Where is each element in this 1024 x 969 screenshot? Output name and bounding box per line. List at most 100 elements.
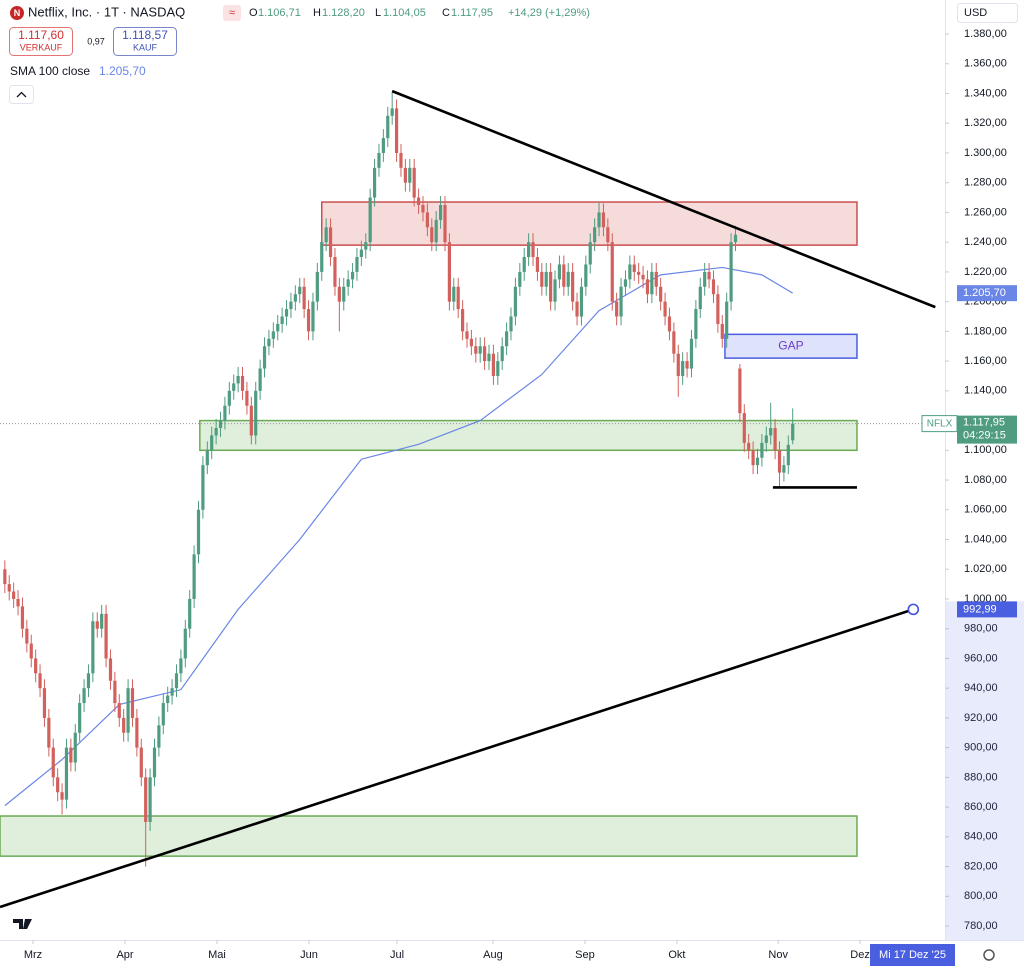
candle-body [16, 598, 20, 607]
candle-body [663, 301, 667, 317]
buy-price: 1.118,57 [122, 28, 168, 42]
candle-body [333, 257, 337, 287]
candle-body [531, 242, 535, 258]
date-label: Mi 17 Dez '25 [879, 949, 946, 961]
ohlc-value: 1.128,20 [322, 7, 365, 19]
candle-body [205, 450, 209, 466]
sma-line [4, 266, 794, 807]
candle-body [364, 242, 368, 250]
trend-line [391, 89, 936, 309]
candle-body [777, 450, 782, 473]
candle-body [113, 680, 117, 704]
y-tick-label: 840,00 [964, 831, 998, 843]
candle-body [108, 658, 113, 681]
ohlc-key: H [313, 7, 321, 19]
candle-body [91, 621, 95, 674]
candle-body [284, 309, 289, 317]
buy-button[interactable] [113, 27, 177, 56]
currency: USD [964, 7, 987, 19]
candle-body [641, 274, 645, 280]
candle-body [469, 338, 473, 347]
candle-body [34, 658, 38, 674]
candle-body [619, 286, 623, 317]
candle-body [377, 152, 381, 168]
candle-body [117, 703, 121, 718]
candle-body [465, 331, 469, 339]
candle-body [100, 613, 104, 629]
settings-icon[interactable] [983, 949, 995, 961]
candle-body [716, 294, 720, 324]
collapse-button[interactable] [9, 85, 34, 104]
candle-body [25, 628, 29, 644]
candle-body [571, 271, 575, 302]
collapse-icon [16, 91, 27, 98]
indicator-value: 1.205,70 [99, 64, 146, 78]
candle-body [672, 331, 676, 354]
currency-button[interactable] [957, 3, 1018, 23]
candle-body [487, 353, 491, 362]
candle-body [632, 264, 636, 272]
x-tick-label: Okt [668, 949, 685, 961]
zone [0, 815, 858, 857]
candle-body [452, 286, 456, 302]
axis-label: 992,99 [963, 603, 997, 615]
market-status-icon[interactable] [223, 5, 241, 21]
chart-title[interactable]: Netflix, Inc. · 1T · NASDAQ [28, 4, 185, 19]
candle-body [78, 703, 82, 733]
candle-body [104, 613, 108, 659]
y-tick-label: 1.060,00 [964, 504, 1007, 516]
candle-body [738, 368, 742, 414]
candle-body [201, 465, 205, 510]
candle-body [509, 316, 513, 332]
sell-button[interactable] [9, 27, 73, 56]
candle-body [262, 346, 267, 369]
candle-body [650, 271, 654, 295]
y-tick-label: 1.040,00 [964, 533, 1007, 545]
candle-body [135, 717, 139, 748]
candle-body [742, 413, 746, 443]
y-tick-label: 1.020,00 [964, 563, 1007, 575]
overlay: N Netflix, Inc. · 1T · NASDAQ ≈ O 1.106,… [9, 3, 1024, 966]
candle-body [443, 205, 447, 243]
candle-body [430, 227, 434, 243]
indicator-name[interactable]: SMA 100 close [10, 64, 90, 78]
x-tick-label: Dez [850, 949, 870, 961]
candle-body [606, 227, 610, 243]
candle-body [773, 428, 777, 451]
candle-body [161, 703, 165, 726]
candle-body [232, 383, 236, 391]
x-tick-label: Jun [300, 949, 318, 961]
candle-body [302, 286, 306, 310]
candle-body [126, 688, 130, 733]
candle-body [350, 271, 355, 280]
ohlc-key: O [249, 7, 258, 19]
candle-body [298, 286, 302, 295]
countdown: 04:29:15 [963, 430, 1006, 442]
candle-body [166, 695, 170, 704]
ohlc-value: 1.117,95 [451, 7, 493, 19]
candle-body [720, 323, 724, 339]
candle-body [747, 442, 751, 451]
symbol-logo [10, 6, 24, 20]
candle-body [553, 279, 557, 302]
axis-highlight [946, 601, 1024, 940]
y-tick-label: 1.340,00 [964, 87, 1007, 99]
candle-body [86, 673, 91, 689]
y-tick-label: 1.160,00 [964, 355, 1007, 367]
y-tick-label: 1.220,00 [964, 266, 1007, 278]
y-tick-label: 1.100,00 [964, 444, 1007, 456]
candle-body [152, 747, 157, 778]
tv-logo[interactable] [13, 919, 32, 929]
candle-body [425, 212, 429, 228]
candle-body [227, 390, 231, 406]
candle-body [689, 338, 694, 369]
candle-body [289, 301, 293, 310]
candle-body [51, 747, 55, 778]
candle-body [174, 673, 179, 689]
candle-body [667, 316, 672, 332]
candle-body [276, 323, 280, 332]
candle-body [254, 390, 258, 436]
candle-body [267, 338, 271, 347]
